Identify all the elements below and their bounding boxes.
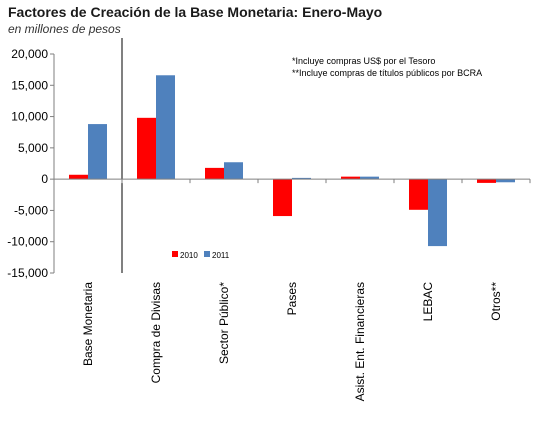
footnote: **Incluye compras de títulos públicos po… <box>292 68 482 78</box>
footnote: *Incluye compras US$ por el Tesoro <box>292 56 435 66</box>
bar-2010 <box>137 117 156 180</box>
bar-2010 <box>69 174 88 180</box>
y-tick-label: -10,000 <box>7 235 48 249</box>
y-tick-label: 20,000 <box>11 47 48 61</box>
y-tick-label: -5,000 <box>14 203 48 217</box>
y-tick-label: 5,000 <box>18 141 48 155</box>
legend-swatch-2011 <box>204 251 210 257</box>
bar-2010 <box>273 179 292 217</box>
bar-2011 <box>428 179 447 247</box>
y-tick-label: -15,000 <box>7 266 48 280</box>
category-label: Pases <box>285 282 299 315</box>
legend-swatch-2010 <box>172 251 178 257</box>
y-tick-label: 10,000 <box>11 110 48 124</box>
bar-2011 <box>496 179 515 183</box>
category-label: Base Monetaria <box>81 282 95 366</box>
category-label: LEBAC <box>421 282 435 322</box>
bar-2011 <box>292 177 311 180</box>
category-label: Compra de Divisas <box>149 282 163 383</box>
legend-label: 2010 <box>180 251 198 260</box>
y-tick-label: 15,000 <box>11 78 48 92</box>
bar-2011 <box>224 162 243 180</box>
chart-title: Factores de Creación de la Base Monetari… <box>8 4 383 20</box>
category-label: Asist. Ent. Financieras <box>353 282 367 401</box>
chart-subtitle: en millones de pesos <box>8 22 121 36</box>
bar-2011 <box>360 176 379 180</box>
bar-2010 <box>205 167 224 180</box>
y-tick-label: 0 <box>41 172 48 186</box>
category-label: Otros** <box>489 282 503 321</box>
bar-2010 <box>409 179 428 210</box>
category-label: Sector Público* <box>217 282 231 364</box>
bar-2011 <box>156 75 175 180</box>
bar-2011 <box>88 124 107 180</box>
bar-2010 <box>477 179 496 183</box>
bar-2010 <box>341 176 360 180</box>
legend-label: 2011 <box>212 251 230 260</box>
